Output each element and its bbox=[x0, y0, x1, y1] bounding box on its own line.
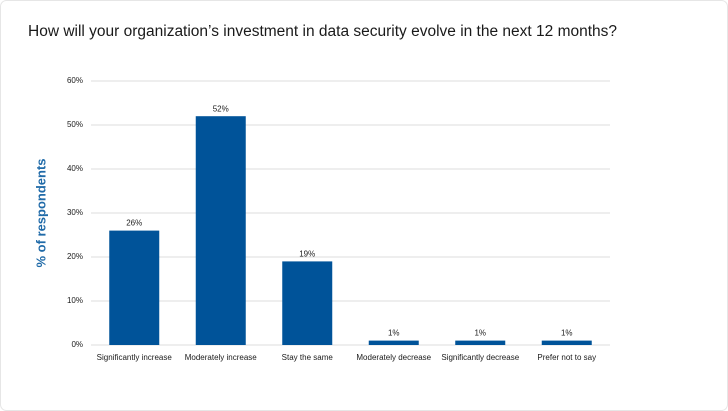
bar bbox=[195, 116, 246, 345]
value-label: 1% bbox=[388, 329, 400, 338]
x-tick-label: Prefer not to say bbox=[537, 353, 596, 362]
y-tick-label: 20% bbox=[67, 252, 83, 261]
chart-title: How will your organization’s investment … bbox=[28, 23, 617, 40]
bar bbox=[109, 230, 160, 345]
value-label: 1% bbox=[561, 329, 573, 338]
y-tick-label: 50% bbox=[67, 120, 83, 129]
x-tick-label: Stay the same bbox=[282, 353, 334, 362]
bar bbox=[455, 340, 506, 345]
value-label: 19% bbox=[299, 250, 315, 259]
x-tick-label: Significantly increase bbox=[97, 353, 173, 362]
y-tick-label: 60% bbox=[67, 76, 83, 85]
x-tick-label: Moderately increase bbox=[185, 353, 258, 362]
y-axis-label: % of respondents bbox=[33, 158, 48, 267]
y-tick-label: 40% bbox=[67, 164, 83, 173]
bar bbox=[282, 261, 333, 345]
x-tick-label: Significantly decrease bbox=[441, 353, 519, 362]
y-tick-label: 10% bbox=[67, 296, 83, 305]
value-label: 52% bbox=[213, 104, 229, 113]
y-tick-label: 30% bbox=[67, 208, 83, 217]
bar bbox=[541, 340, 592, 345]
y-tick-label: 0% bbox=[71, 340, 83, 349]
value-label: 1% bbox=[474, 329, 486, 338]
bar bbox=[368, 340, 419, 345]
value-label: 26% bbox=[126, 219, 142, 228]
x-tick-label: Moderately decrease bbox=[356, 353, 431, 362]
